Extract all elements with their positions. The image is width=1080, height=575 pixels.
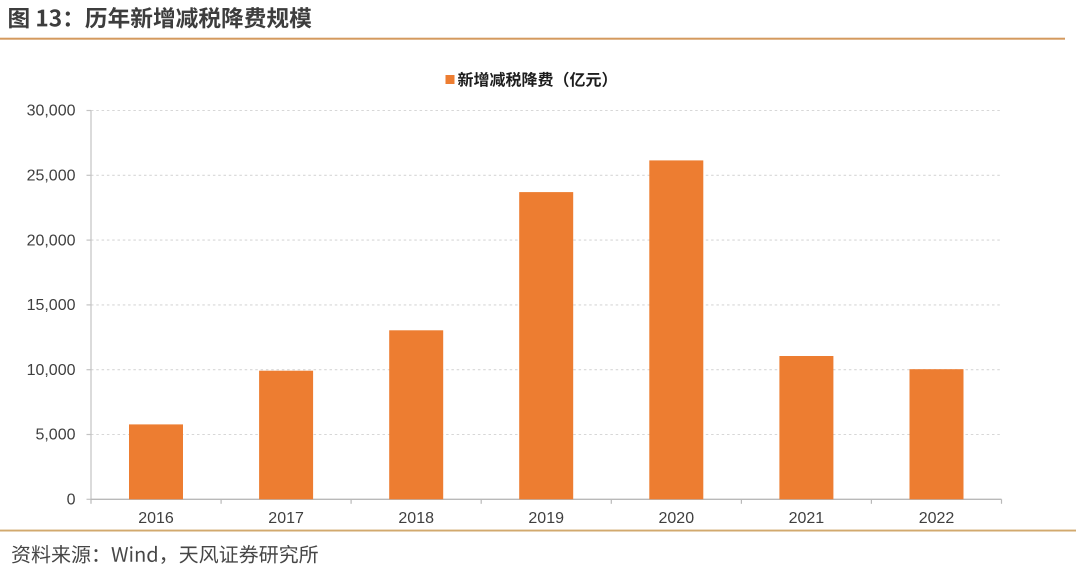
svg-text:2016: 2016 (138, 510, 174, 527)
svg-text:2020: 2020 (659, 510, 695, 527)
svg-text:5,000: 5,000 (35, 427, 75, 444)
svg-text:2019: 2019 (528, 510, 564, 527)
svg-text:2017: 2017 (268, 510, 304, 527)
svg-text:2022: 2022 (919, 510, 955, 527)
svg-text:10,000: 10,000 (27, 362, 76, 379)
svg-text:2021: 2021 (789, 510, 825, 527)
svg-text:0: 0 (67, 492, 76, 509)
svg-text:30,000: 30,000 (27, 103, 76, 120)
svg-text:25,000: 25,000 (27, 168, 76, 185)
svg-text:2018: 2018 (398, 510, 434, 527)
svg-text:15,000: 15,000 (27, 297, 76, 314)
svg-text:20,000: 20,000 (27, 232, 76, 249)
